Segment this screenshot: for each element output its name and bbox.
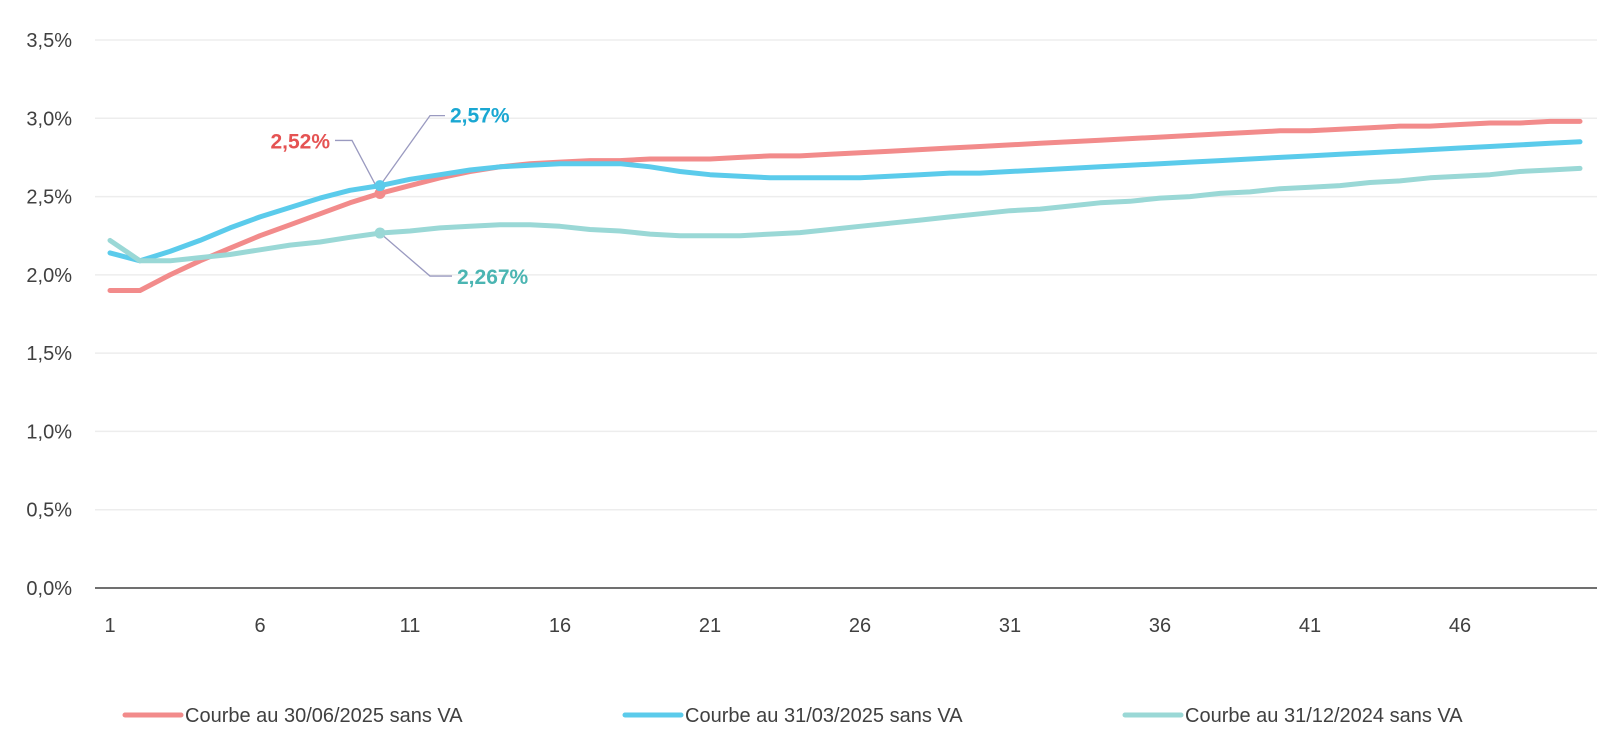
x-tick-label: 11: [400, 615, 421, 637]
y-tick-label: 2,0%: [26, 265, 72, 287]
x-tick-label: 41: [1299, 615, 1321, 637]
y-tick-label: 3,5%: [26, 30, 72, 52]
annotation-label: 2,57%: [450, 105, 510, 128]
y-tick-label: 1,5%: [26, 343, 72, 365]
x-tick-label: 6: [254, 615, 265, 637]
gridlines: [95, 39, 1597, 511]
y-tick-label: 0,5%: [26, 500, 72, 522]
annotation-marker: [374, 227, 386, 239]
annotation-marker: [374, 187, 386, 199]
legend-label: Courbe au 31/03/2025 sans VA: [685, 705, 963, 727]
x-tick-label: 36: [1149, 615, 1171, 637]
annotation-label: 2,267%: [457, 266, 529, 289]
annotation-label: 2,52%: [270, 130, 330, 153]
legend-label: Courbe au 31/12/2024 sans VA: [1185, 705, 1463, 727]
x-tick-label: 16: [549, 615, 571, 637]
series-line-1: [107, 118, 1583, 293]
legend: Courbe au 30/06/2025 sans VA Courbe au 31…: [122, 705, 1463, 727]
x-tick-label: 31: [999, 615, 1021, 637]
y-tick-label: 1,0%: [26, 421, 72, 443]
x-axis: 1 6 11 16 21 26 31 36 41 46: [95, 587, 1597, 637]
y-axis: 0,0% 0,5% 1,0% 1,5% 2,0% 2,5% 3,0% 3,5%: [26, 30, 72, 600]
annotation-leader-line: [379, 232, 452, 277]
x-tick-label: 26: [849, 615, 871, 637]
x-tick-label: 46: [1449, 615, 1471, 637]
x-tick-label: 21: [699, 615, 721, 637]
x-tick-label: 1: [104, 615, 115, 637]
annotations: 2,52% 2,57% 2,267%: [270, 105, 528, 289]
y-tick-label: 2,5%: [26, 187, 72, 209]
annotation-marker: [374, 180, 386, 192]
y-tick-label: 3,0%: [26, 108, 72, 130]
legend-label: Courbe au 30/06/2025 sans VA: [185, 705, 463, 727]
series-line-2: [107, 139, 1583, 264]
annotation-leader-line: [335, 139, 381, 194]
annotation-leader-line: [379, 114, 445, 186]
series-lines: [107, 118, 1583, 293]
series-line-3: [107, 165, 1583, 264]
y-tick-label: 0,0%: [26, 578, 72, 600]
